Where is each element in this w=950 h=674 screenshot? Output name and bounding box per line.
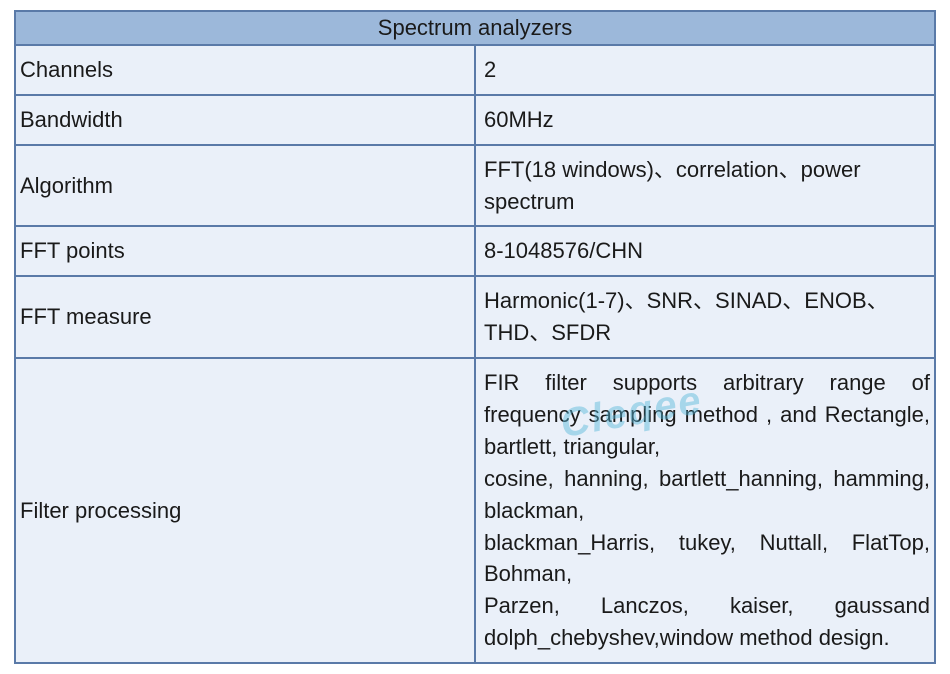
row-value: 2 [475, 45, 935, 95]
table-header-row: Spectrum analyzers [15, 11, 935, 45]
table-row: FFT points 8-1048576/CHN [15, 226, 935, 276]
row-label: FFT points [15, 226, 475, 276]
row-label: Filter processing [15, 358, 475, 663]
row-value: Harmonic(1-7)、SNR、SINAD、ENOB、THD、SFDR [475, 276, 935, 358]
row-value: FFT(18 windows)、correlation、power spectr… [475, 145, 935, 227]
table-row: Filter processing FIR filter supports ar… [15, 358, 935, 663]
table-row: Algorithm FFT(18 windows)、correlation、po… [15, 145, 935, 227]
table-row: Channels 2 [15, 45, 935, 95]
row-value: 60MHz [475, 95, 935, 145]
row-value: FIR filter supports arbitrary range of f… [475, 358, 935, 663]
table-row: FFT measure Harmonic(1-7)、SNR、SINAD、ENOB… [15, 276, 935, 358]
row-label: Algorithm [15, 145, 475, 227]
page-wrap: Spectrum analyzers Channels 2 Bandwidth … [0, 0, 950, 674]
row-label: Channels [15, 45, 475, 95]
row-label: FFT measure [15, 276, 475, 358]
spec-table: Spectrum analyzers Channels 2 Bandwidth … [14, 10, 936, 664]
row-label: Bandwidth [15, 95, 475, 145]
table-row: Bandwidth 60MHz [15, 95, 935, 145]
row-value: 8-1048576/CHN [475, 226, 935, 276]
table-title: Spectrum analyzers [15, 11, 935, 45]
